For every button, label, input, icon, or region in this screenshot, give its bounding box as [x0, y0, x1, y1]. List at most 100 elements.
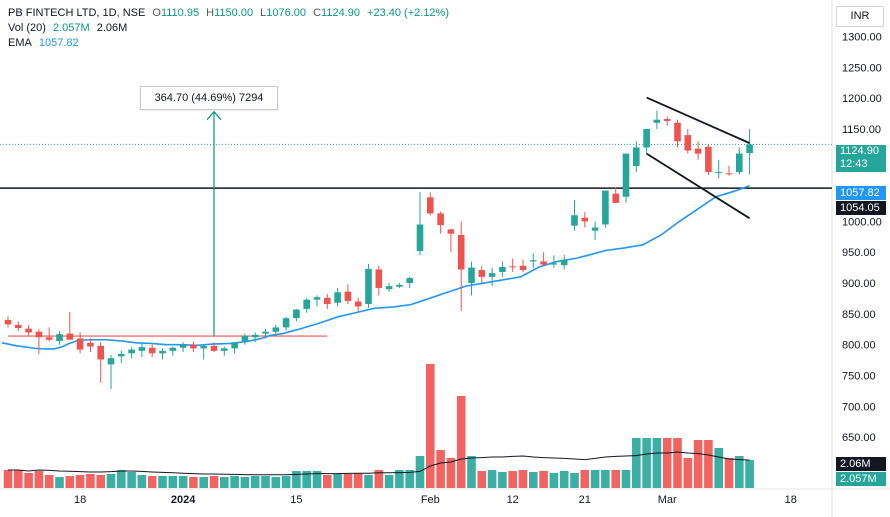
y-tick-label: 1250.00	[842, 62, 882, 74]
countdown-value: 12:43	[840, 158, 868, 170]
volume-bar	[250, 476, 260, 488]
legend-ema-row[interactable]: EMA 1057.82	[8, 36, 453, 51]
candle-body	[87, 342, 94, 347]
x-tick-label: 21	[579, 494, 591, 506]
y-tick-label: 1000.00	[842, 216, 882, 228]
candle-body	[581, 217, 589, 222]
volume-bar	[745, 460, 754, 488]
volume-bar	[642, 438, 651, 488]
volume-bar	[106, 474, 116, 488]
currency-button[interactable]: INR	[836, 6, 884, 27]
x-tick-label: Mar	[658, 494, 677, 506]
volume-bar	[158, 476, 167, 488]
volume-ma-value: 2.06M	[96, 22, 128, 34]
x-tick-label: Feb	[421, 494, 440, 506]
volume-bar	[724, 458, 734, 488]
x-tick-label: 2024	[171, 494, 196, 506]
ohlc-high: H1150.00	[206, 7, 254, 19]
volume-bar	[281, 476, 291, 488]
candle-body	[663, 119, 671, 121]
volume-bar	[611, 470, 620, 488]
volume-bar	[652, 438, 662, 488]
volume-bar	[261, 476, 270, 488]
y-tick-label: 800.00	[842, 340, 876, 352]
symbol-title[interactable]: PB FINTECH LTD, 1D, NSE	[8, 7, 146, 19]
volume-bar	[384, 475, 394, 488]
ohlc-open: O1110.95	[152, 7, 200, 19]
candle-body	[478, 270, 486, 277]
candle-body	[262, 331, 269, 334]
candle-body	[128, 349, 135, 354]
candle-body	[272, 327, 280, 332]
y-tick-label: 650.00	[842, 432, 876, 444]
last-price-tag: 1124.90 12:43	[836, 145, 886, 172]
volume-bar	[75, 475, 85, 488]
measure-annotation[interactable]: 364.70 (44.69%) 7294	[140, 86, 278, 110]
candle-body	[138, 347, 146, 351]
volume-bar	[673, 438, 682, 488]
candle-body	[159, 350, 166, 354]
candle-body	[4, 320, 12, 325]
volume-bar	[426, 364, 435, 488]
candle-body	[76, 338, 84, 350]
candle-body	[118, 353, 125, 357]
candle-body	[148, 347, 156, 354]
x-tick-label: 18	[74, 494, 86, 506]
volume-bar	[323, 475, 332, 488]
measure-arrow-head	[206, 110, 222, 121]
candle-body	[633, 147, 640, 166]
candle-body	[705, 146, 712, 173]
ohlc-close: C1124.90	[313, 7, 360, 19]
volume-bar	[467, 456, 476, 488]
ema-label: EMA	[8, 37, 32, 49]
volume-bar	[199, 477, 208, 488]
candle-body	[468, 267, 475, 284]
candle-body	[251, 334, 259, 338]
ohlc-change: +23.40 (+2.12%)	[367, 7, 449, 19]
volume-bar	[3, 470, 13, 488]
y-tick-label: 750.00	[842, 370, 876, 382]
candle-body	[45, 337, 53, 340]
y-tick-label: 950.00	[842, 247, 876, 259]
volume-bar	[477, 471, 487, 488]
candle-body	[725, 173, 733, 175]
candle-body	[540, 261, 547, 265]
volume-value: 2.057M	[52, 22, 90, 34]
volume-ma-line	[8, 451, 750, 476]
candle-body	[169, 347, 177, 351]
candle-body	[97, 345, 104, 360]
candle-body	[15, 324, 22, 329]
candle-body	[499, 267, 506, 272]
candle-body	[612, 193, 619, 203]
volume-bar	[570, 473, 579, 488]
volume-bar	[14, 470, 23, 488]
candle-body	[457, 234, 465, 270]
volume-bar	[693, 440, 703, 488]
volume-bar	[44, 475, 54, 488]
volume-bar	[127, 472, 136, 488]
volume-bar	[456, 396, 466, 488]
candle-body	[56, 334, 63, 341]
candle-body	[530, 260, 537, 262]
candle-body	[200, 345, 207, 349]
volume-bar	[374, 470, 384, 488]
y-tick-label: 900.00	[842, 278, 876, 290]
volume-bar	[487, 470, 497, 488]
candle-body	[375, 269, 383, 288]
candle-body	[571, 215, 578, 226]
legend-volume-row[interactable]: Vol (20) 2.057M 2.06M	[8, 21, 453, 36]
candle-body	[622, 153, 630, 197]
volume-bar	[333, 474, 342, 488]
volume-bar	[714, 448, 723, 488]
ema-value: 1057.82	[38, 37, 79, 49]
candle-body	[519, 265, 527, 271]
y-tick-label: 1200.00	[842, 93, 882, 105]
volume-bar	[662, 438, 672, 488]
level-price-tag: 1054.05	[836, 201, 886, 215]
candle-body	[653, 119, 661, 123]
candle-body	[715, 172, 722, 174]
volume-bar	[86, 474, 95, 488]
candle-body	[293, 309, 300, 319]
